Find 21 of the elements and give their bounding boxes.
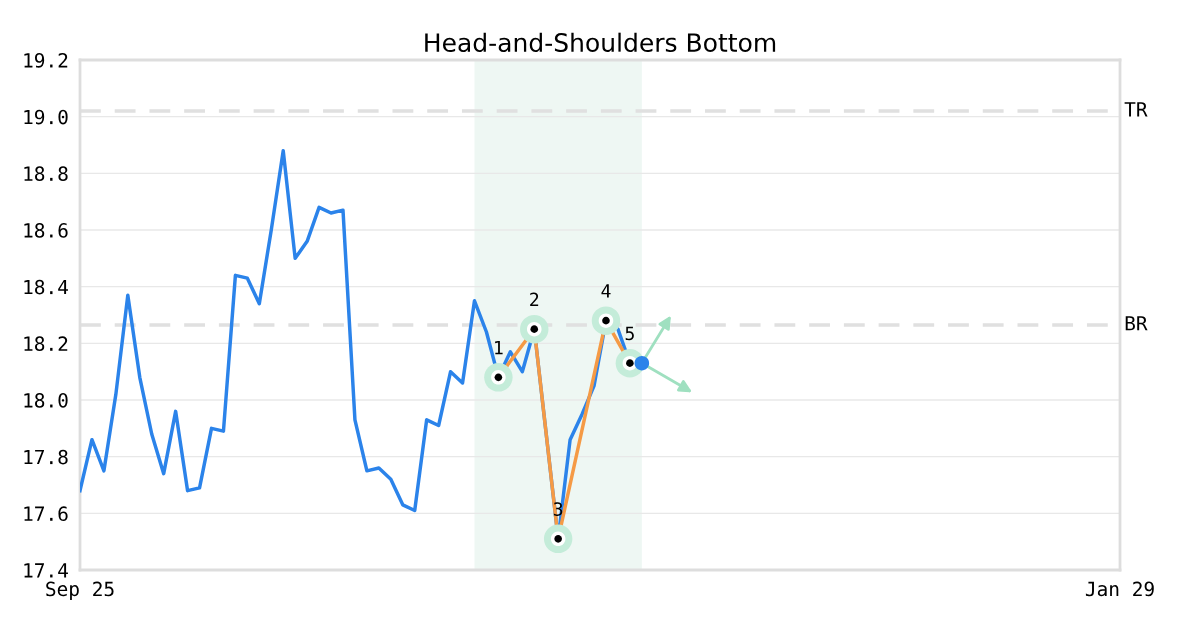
annotation: 3: [553, 502, 563, 516]
y-tick-label: 18.8: [24, 166, 68, 182]
y-tick-label: 19.2: [24, 53, 68, 68]
annotation: 4: [601, 284, 611, 298]
annotation: 2: [530, 292, 539, 306]
chart-title: Head-and-Shoulders Bottom: [425, 32, 776, 53]
y-tick-label: 17.6: [24, 506, 68, 522]
point: [634, 355, 650, 371]
y-tick-label: 18.4: [24, 279, 68, 295]
x-tick-label: Jan 29: [1085, 581, 1154, 597]
y-tick-label: 18.0: [24, 393, 68, 408]
annotation: 1: [495, 340, 503, 355]
y-tick-label: 18.2: [24, 336, 68, 352]
annotation: 5: [625, 326, 634, 341]
ref-line-label: TR: [1124, 102, 1148, 117]
y-tick-label: 17.4: [24, 563, 68, 578]
y-tick-label: 19.0: [24, 109, 68, 125]
y-tick-label: 17.8: [24, 449, 68, 465]
y-tick-label: 18.6: [24, 223, 68, 238]
x-tick-label: Sep 25: [46, 581, 114, 601]
ref-line-label: BR: [1125, 316, 1148, 331]
